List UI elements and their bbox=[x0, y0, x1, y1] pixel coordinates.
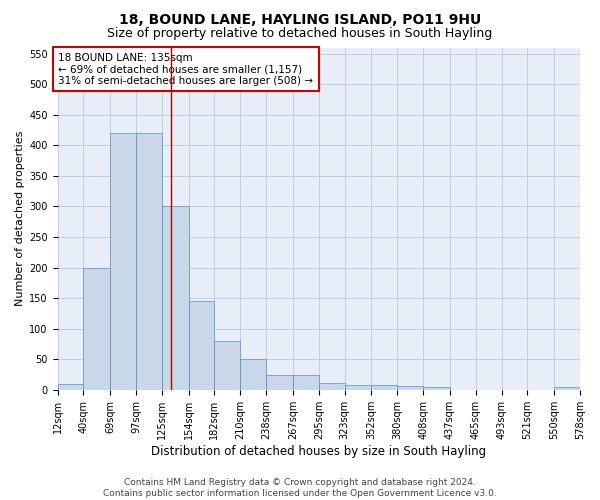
Bar bbox=[554, 387, 580, 390]
Bar bbox=[319, 382, 344, 390]
Bar bbox=[214, 341, 240, 390]
Y-axis label: Number of detached properties: Number of detached properties bbox=[15, 131, 25, 306]
Text: Size of property relative to detached houses in South Hayling: Size of property relative to detached ho… bbox=[107, 28, 493, 40]
Bar bbox=[240, 360, 266, 390]
Bar bbox=[58, 384, 83, 390]
Bar bbox=[344, 385, 371, 390]
Bar bbox=[371, 385, 397, 390]
Bar bbox=[266, 374, 293, 390]
Bar bbox=[423, 388, 450, 390]
Text: 18, BOUND LANE, HAYLING ISLAND, PO11 9HU: 18, BOUND LANE, HAYLING ISLAND, PO11 9HU bbox=[119, 12, 481, 26]
Text: 18 BOUND LANE: 135sqm
← 69% of detached houses are smaller (1,157)
31% of semi-d: 18 BOUND LANE: 135sqm ← 69% of detached … bbox=[58, 52, 313, 86]
Bar bbox=[162, 206, 188, 390]
X-axis label: Distribution of detached houses by size in South Hayling: Distribution of detached houses by size … bbox=[151, 444, 487, 458]
Bar bbox=[83, 268, 110, 390]
Bar bbox=[136, 133, 162, 390]
Bar bbox=[110, 133, 136, 390]
Text: Contains HM Land Registry data © Crown copyright and database right 2024.
Contai: Contains HM Land Registry data © Crown c… bbox=[103, 478, 497, 498]
Bar bbox=[293, 374, 319, 390]
Bar bbox=[188, 301, 214, 390]
Bar bbox=[397, 386, 423, 390]
